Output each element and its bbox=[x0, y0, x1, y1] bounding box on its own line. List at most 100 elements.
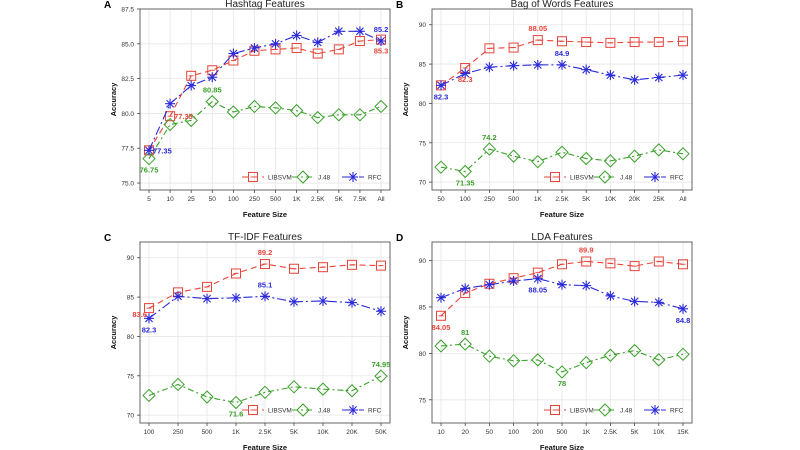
legend-label: LIBSVM bbox=[570, 408, 594, 415]
data-point bbox=[268, 101, 283, 115]
x-tick-label: 250 bbox=[173, 429, 184, 436]
x-tick-label: 20K bbox=[629, 196, 641, 203]
y-tick-label: 80 bbox=[419, 351, 427, 358]
legend-marker bbox=[598, 170, 612, 184]
data-point bbox=[347, 297, 357, 308]
legend-entry: LIBSVM bbox=[242, 172, 292, 182]
series-rfc bbox=[436, 273, 688, 314]
data-point bbox=[436, 310, 446, 321]
legend-label: RFC bbox=[670, 175, 684, 182]
legend-marker bbox=[248, 172, 258, 182]
series-line bbox=[440, 343, 684, 373]
data-point bbox=[458, 337, 472, 351]
data-point bbox=[460, 68, 471, 79]
data-point bbox=[312, 37, 323, 48]
series-j48 bbox=[142, 94, 388, 166]
data-point bbox=[165, 111, 176, 122]
y-tick-label: 70 bbox=[127, 413, 135, 420]
data-point bbox=[434, 160, 448, 174]
y-axis-label: Accuracy bbox=[401, 82, 410, 117]
data-point bbox=[678, 36, 688, 47]
legend-marker bbox=[248, 405, 258, 415]
data-point bbox=[579, 151, 593, 166]
series-line bbox=[148, 100, 382, 159]
data-point bbox=[605, 70, 616, 81]
data-point bbox=[557, 259, 567, 270]
x-tick-label: 50 bbox=[209, 196, 217, 203]
series-line bbox=[148, 375, 382, 404]
y-tick-label: 75 bbox=[127, 373, 135, 380]
data-point bbox=[458, 164, 472, 179]
data-label: 89.9 bbox=[579, 245, 594, 254]
x-tick-label: 100 bbox=[144, 429, 155, 436]
data-label: 74.2 bbox=[482, 133, 497, 142]
series-line bbox=[148, 30, 382, 151]
y-tick-label: 85 bbox=[419, 62, 427, 69]
legend: LIBSVM J.48 RFC bbox=[544, 403, 684, 417]
legend-entry: J.48 bbox=[292, 170, 331, 184]
panel-letter: C bbox=[104, 233, 111, 244]
data-point bbox=[460, 283, 471, 294]
x-tick-label: 1K bbox=[582, 429, 591, 436]
data-point bbox=[316, 382, 330, 396]
data-point bbox=[484, 62, 495, 73]
x-tick-label: 50K bbox=[375, 429, 387, 436]
legend-marker bbox=[296, 170, 310, 184]
data-point bbox=[207, 72, 218, 83]
data-point bbox=[347, 259, 357, 270]
data-point bbox=[676, 147, 690, 161]
x-tick-label: 10K bbox=[605, 196, 617, 203]
y-tick-label: 85 bbox=[127, 295, 135, 302]
data-point bbox=[258, 385, 272, 400]
data-point bbox=[627, 343, 642, 358]
data-point bbox=[333, 26, 344, 37]
data-point bbox=[345, 384, 359, 398]
data-point bbox=[434, 339, 448, 353]
data-point bbox=[142, 388, 156, 403]
x-tick-label: 50 bbox=[437, 196, 445, 203]
y-tick-label: 80 bbox=[127, 334, 135, 341]
data-point bbox=[506, 149, 521, 163]
legend-entry: RFC bbox=[342, 172, 382, 182]
legend-entry: RFC bbox=[644, 172, 684, 182]
data-point bbox=[531, 154, 545, 169]
data-point bbox=[653, 256, 664, 267]
series-rfc bbox=[144, 291, 386, 324]
x-axis-label: Feature Size bbox=[540, 443, 584, 450]
data-point bbox=[627, 149, 642, 163]
legend-label: LIBSVM bbox=[268, 175, 292, 182]
data-point bbox=[260, 291, 270, 302]
data-point bbox=[318, 262, 328, 273]
data-label: 82.3 bbox=[434, 92, 449, 101]
legend-marker bbox=[650, 405, 660, 415]
x-tick-label: 10 bbox=[437, 429, 445, 436]
data-point bbox=[652, 353, 666, 367]
data-point bbox=[144, 313, 154, 324]
x-tick-label: 1K bbox=[293, 196, 302, 203]
gridlines bbox=[432, 242, 692, 423]
data-point bbox=[653, 297, 664, 308]
legend-marker bbox=[348, 172, 358, 182]
legend-entry: LIBSVM bbox=[242, 405, 292, 415]
chart-d: D LDA Features 75 80 85 90 10 20 50 100 200 500 1K 2.… bbox=[396, 232, 693, 450]
series-line bbox=[440, 148, 684, 173]
chart-title: LDA Features bbox=[531, 232, 592, 243]
legend-label: J.48 bbox=[318, 408, 331, 415]
data-point bbox=[603, 154, 618, 168]
data-point bbox=[376, 306, 386, 317]
data-point bbox=[229, 395, 243, 410]
y-axis-label: Accuracy bbox=[109, 315, 118, 350]
x-tick-label: 5K bbox=[582, 196, 591, 203]
data-point bbox=[353, 108, 367, 122]
data-point bbox=[676, 347, 690, 362]
x-tick-label: 1K bbox=[534, 196, 543, 203]
data-point bbox=[605, 258, 616, 269]
data-point bbox=[581, 37, 592, 48]
data-point bbox=[311, 110, 325, 125]
data-point bbox=[482, 142, 497, 156]
x-tick-label: 5K bbox=[335, 196, 344, 203]
legend-marker bbox=[598, 403, 612, 417]
data-point bbox=[532, 59, 543, 70]
x-axis-label: Feature Size bbox=[540, 210, 584, 219]
legend-label: J.48 bbox=[620, 175, 633, 182]
